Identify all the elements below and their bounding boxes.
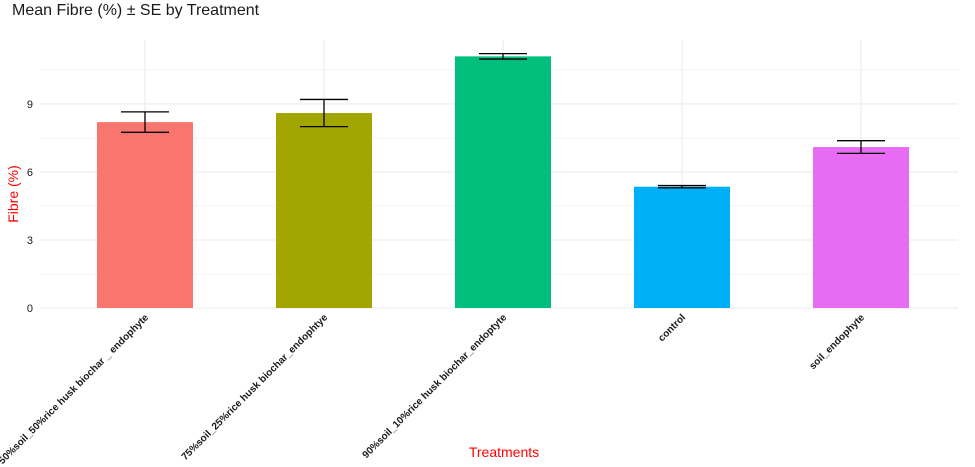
x-tick-labels: 50%soil_50%rice husk biochar _ endophyte… [0,312,867,467]
y-tick-label: 3 [27,235,33,247]
chart-title: Mean Fibre (%) ± SE by Treatment [12,2,260,19]
x-tick-label: 75%soil_25%rice husk biochar_endophtye [180,312,331,463]
y-tick-label: 6 [27,167,33,179]
error-bar [837,140,885,155]
x-tick-label: control [656,312,688,344]
y-tick-labels: 0 3 6 9 [27,99,33,315]
x-axis-title: Treatments [469,444,539,460]
bar [276,113,372,309]
error-bars [121,52,885,189]
error-bar [300,98,348,128]
bars [97,56,909,309]
x-tick-label: 90%soil_10%rice husk biochar_endoptyte [361,312,510,461]
y-tick-label: 0 [27,303,33,315]
error-bar [658,184,706,189]
x-tick-label: soil_endophyte [807,312,867,372]
bar [455,56,551,308]
error-bar [479,52,527,60]
bar [97,122,193,308]
y-axis-title: Fibre (%) [5,165,21,223]
bar [813,147,909,308]
x-tick-label: 50%soil_50%rice husk biochar _ endophyte [0,312,151,467]
bar [634,186,730,308]
y-tick-label: 9 [27,99,33,111]
error-bar [121,111,169,133]
